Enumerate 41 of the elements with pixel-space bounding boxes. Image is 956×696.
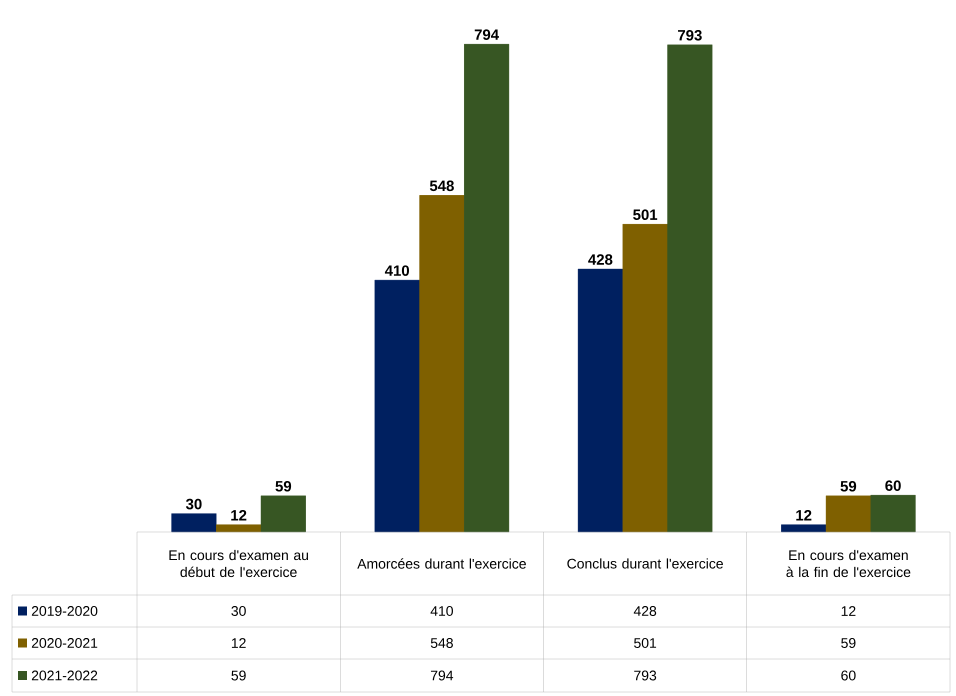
legend-label: 2021-2022 bbox=[32, 670, 98, 680]
bar bbox=[260, 496, 306, 532]
data-label: 793 bbox=[634, 670, 656, 680]
bar bbox=[578, 268, 623, 532]
text: 501 bbox=[633, 209, 658, 220]
bar bbox=[826, 496, 871, 532]
text: 60 bbox=[885, 480, 901, 491]
bar bbox=[622, 224, 668, 532]
bar bbox=[667, 44, 712, 532]
text: 794 bbox=[474, 29, 499, 40]
text: 59 bbox=[275, 480, 292, 492]
data-label: 794 bbox=[430, 670, 454, 680]
data-label: 428 bbox=[634, 606, 656, 616]
legend-label: 2019-2020 bbox=[32, 606, 98, 616]
bar bbox=[464, 44, 510, 532]
text: 793 bbox=[678, 30, 702, 41]
data-label: 30 bbox=[231, 606, 246, 616]
x-tick-label: Amorcées durant l'exercice bbox=[357, 558, 526, 569]
x-tick-label: En cours d'examen au début de l'exercice bbox=[169, 550, 308, 578]
text: 428 bbox=[588, 254, 612, 265]
data-label: 548 bbox=[430, 638, 453, 648]
bar bbox=[419, 195, 464, 532]
data-label: 501 bbox=[634, 638, 656, 648]
text: 410 bbox=[384, 265, 410, 276]
x-tick-label: Conclus durant l'exercice bbox=[567, 558, 723, 569]
data-label: 59 bbox=[231, 670, 246, 680]
bar bbox=[870, 494, 916, 532]
data-label: 60 bbox=[841, 670, 856, 680]
text: 30 bbox=[186, 498, 202, 510]
data-label: 59 bbox=[841, 638, 856, 648]
text: 12 bbox=[231, 510, 246, 520]
data-label: 410 bbox=[430, 606, 453, 616]
text: 12 bbox=[796, 510, 812, 520]
bar bbox=[171, 513, 216, 532]
text: 59 bbox=[840, 480, 856, 492]
text: 548 bbox=[430, 180, 454, 192]
bar bbox=[374, 280, 420, 532]
x-tick-label: En cours d'examen à la fin de l'exercice bbox=[786, 550, 910, 578]
legend-label: 2020-2021 bbox=[32, 638, 98, 648]
data-label: 12 bbox=[232, 638, 246, 648]
data-label: 12 bbox=[842, 606, 856, 616]
